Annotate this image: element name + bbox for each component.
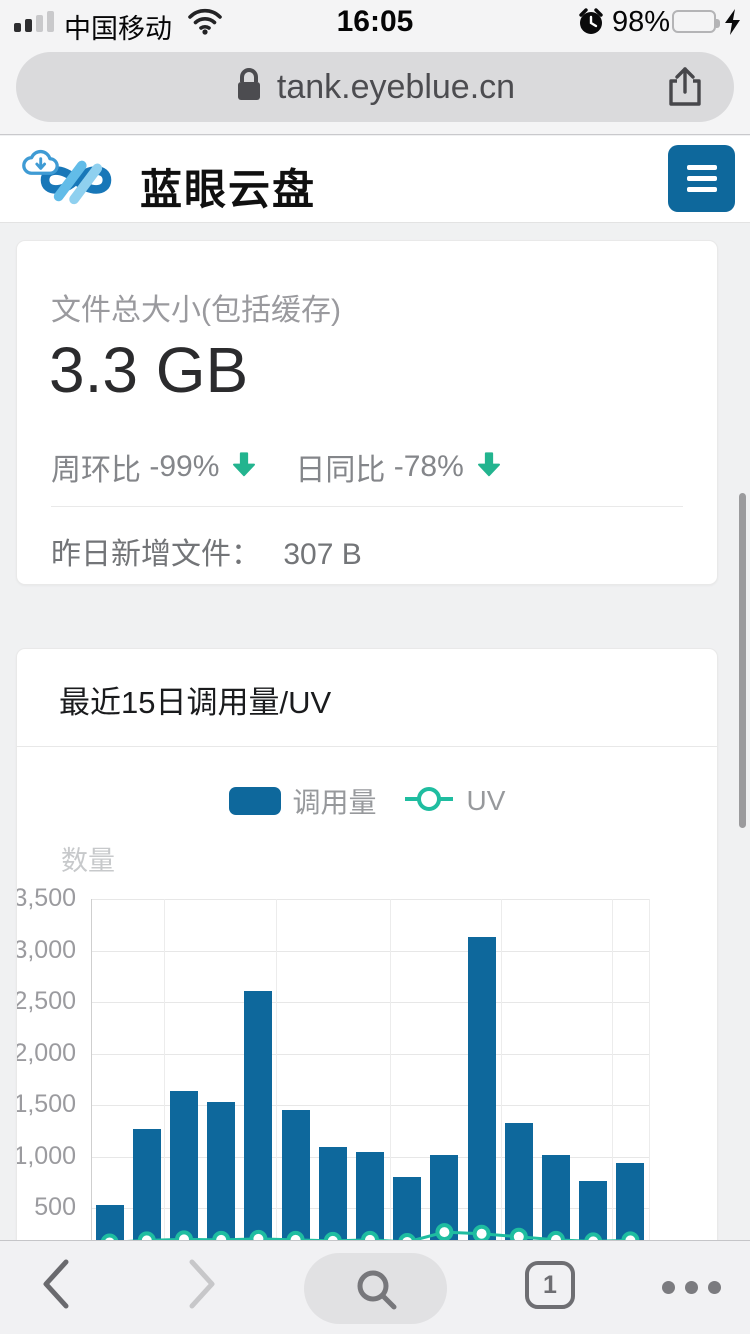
battery-icon — [672, 10, 720, 33]
page-title: 蓝眼云盘 — [140, 166, 317, 213]
legend-label: 调用量 — [292, 787, 377, 818]
usage-chart-card: 最近15日调用量/UV 调用量 UV 数量 3,500 3,000 2,500 2,0… — [16, 648, 718, 1334]
legend-item-calls[interactable]: 调用量 — [228, 781, 377, 821]
hamburger-menu-icon — [686, 165, 717, 192]
grid-line-h — [91, 1002, 649, 1004]
y-axis-line — [91, 899, 92, 1285]
grid-line-v — [276, 899, 277, 1280]
grid-line-v — [390, 899, 391, 1280]
total-file-size-value: 3.3 GB — [49, 334, 249, 406]
grid-line-v — [649, 899, 650, 1280]
lock-icon — [235, 67, 263, 108]
y-tick-label: 500 — [34, 1193, 76, 1222]
url-text: tank.eyeblue.cn — [276, 67, 516, 106]
day-ratio-label: 日同比 — [295, 454, 386, 487]
uv-point[interactable] — [435, 1223, 454, 1242]
week-ring-label: 周环比 — [51, 454, 141, 487]
browser-chrome: 中国移动 16:05 98% — [0, 0, 750, 135]
chart-title: 最近15日调用量/UV — [59, 685, 332, 720]
trend-row: 周环比 -99% 日同比 -78% — [51, 445, 514, 489]
divider — [51, 506, 683, 507]
tabs-button[interactable]: 1 — [525, 1261, 575, 1309]
search-button[interactable] — [304, 1253, 447, 1324]
url-bar[interactable]: tank.eyeblue.cn — [16, 52, 734, 122]
y-tick-label: 2,500 — [16, 987, 76, 1016]
grid-line-h — [91, 950, 649, 952]
charging-bolt-icon — [723, 8, 743, 41]
status-bar: 中国移动 16:05 98% — [0, 0, 750, 44]
grid-line-h — [91, 1105, 649, 1107]
page-scrollbar-thumb[interactable] — [739, 493, 746, 828]
y-tick-label: 1,000 — [16, 1141, 76, 1170]
yesterday-value: 307 B — [283, 538, 362, 571]
file-size-stats-card: 文件总大小(包括缓存) 3.3 GB 周环比 -99% 日同比 -78% 昨日新… — [16, 240, 718, 585]
carrier-label: 中国移动 — [64, 14, 172, 44]
down-arrow-icon — [229, 449, 259, 487]
uv-point[interactable] — [472, 1224, 491, 1243]
grid-line-v — [612, 899, 613, 1280]
hamburger-menu-button[interactable] — [668, 145, 735, 212]
chart-plot-area: 3,500 3,000 2,500 2,000 1,500 1,000 500 — [16, 649, 717, 1333]
day-ratio-value: -78% — [393, 450, 464, 483]
uv-line-series — [100, 1223, 640, 1252]
stats-card-label: 文件总大小(包括缓存) — [51, 294, 341, 327]
grid-line-h — [91, 1053, 649, 1055]
wifi-icon — [187, 7, 223, 40]
legend-label: UV — [466, 785, 506, 816]
yesterday-new-files-row: 昨日新增文件： 307 B — [51, 529, 362, 573]
tab-count-badge: 1 — [543, 1271, 557, 1299]
browser-toolbar: 1 — [0, 1240, 750, 1334]
week-ring-value: -99% — [149, 450, 220, 483]
cloud-infinity-logo — [18, 146, 134, 219]
back-button[interactable] — [36, 1256, 76, 1312]
grid-line-h — [91, 899, 649, 900]
more-options-button[interactable] — [662, 1281, 721, 1294]
y-tick-label: 3,500 — [16, 884, 76, 912]
more-dots-icon — [662, 1281, 721, 1294]
down-arrow-icon — [474, 449, 504, 487]
divider — [17, 746, 717, 747]
yesterday-label: 昨日新增文件： — [51, 538, 261, 571]
bar-series-swatch — [228, 787, 281, 815]
back-chevron-icon — [43, 1259, 69, 1309]
share-icon[interactable] — [664, 66, 706, 108]
cellular-signal-icon — [14, 11, 54, 32]
line-series-swatch — [403, 784, 455, 819]
status-time: 16:05 — [336, 5, 414, 38]
grid-line-v — [164, 899, 165, 1280]
grid-line-v — [501, 899, 502, 1280]
alarm-clock-icon — [577, 8, 605, 41]
y-axis-title: 数量 — [61, 846, 115, 876]
y-tick-label: 2,000 — [16, 1038, 76, 1067]
chart-legend: 调用量 UV — [17, 781, 717, 821]
search-icon — [357, 1270, 396, 1309]
forward-button[interactable] — [182, 1256, 222, 1312]
battery-percent-label: 98% — [612, 6, 671, 38]
y-tick-label: 3,000 — [16, 935, 76, 964]
legend-item-uv[interactable]: UV — [403, 784, 506, 819]
app-header: 蓝眼云盘 — [0, 136, 750, 223]
y-tick-label: 1,500 — [16, 1090, 76, 1119]
forward-chevron-icon — [189, 1259, 215, 1309]
battery-nub — [716, 19, 720, 28]
